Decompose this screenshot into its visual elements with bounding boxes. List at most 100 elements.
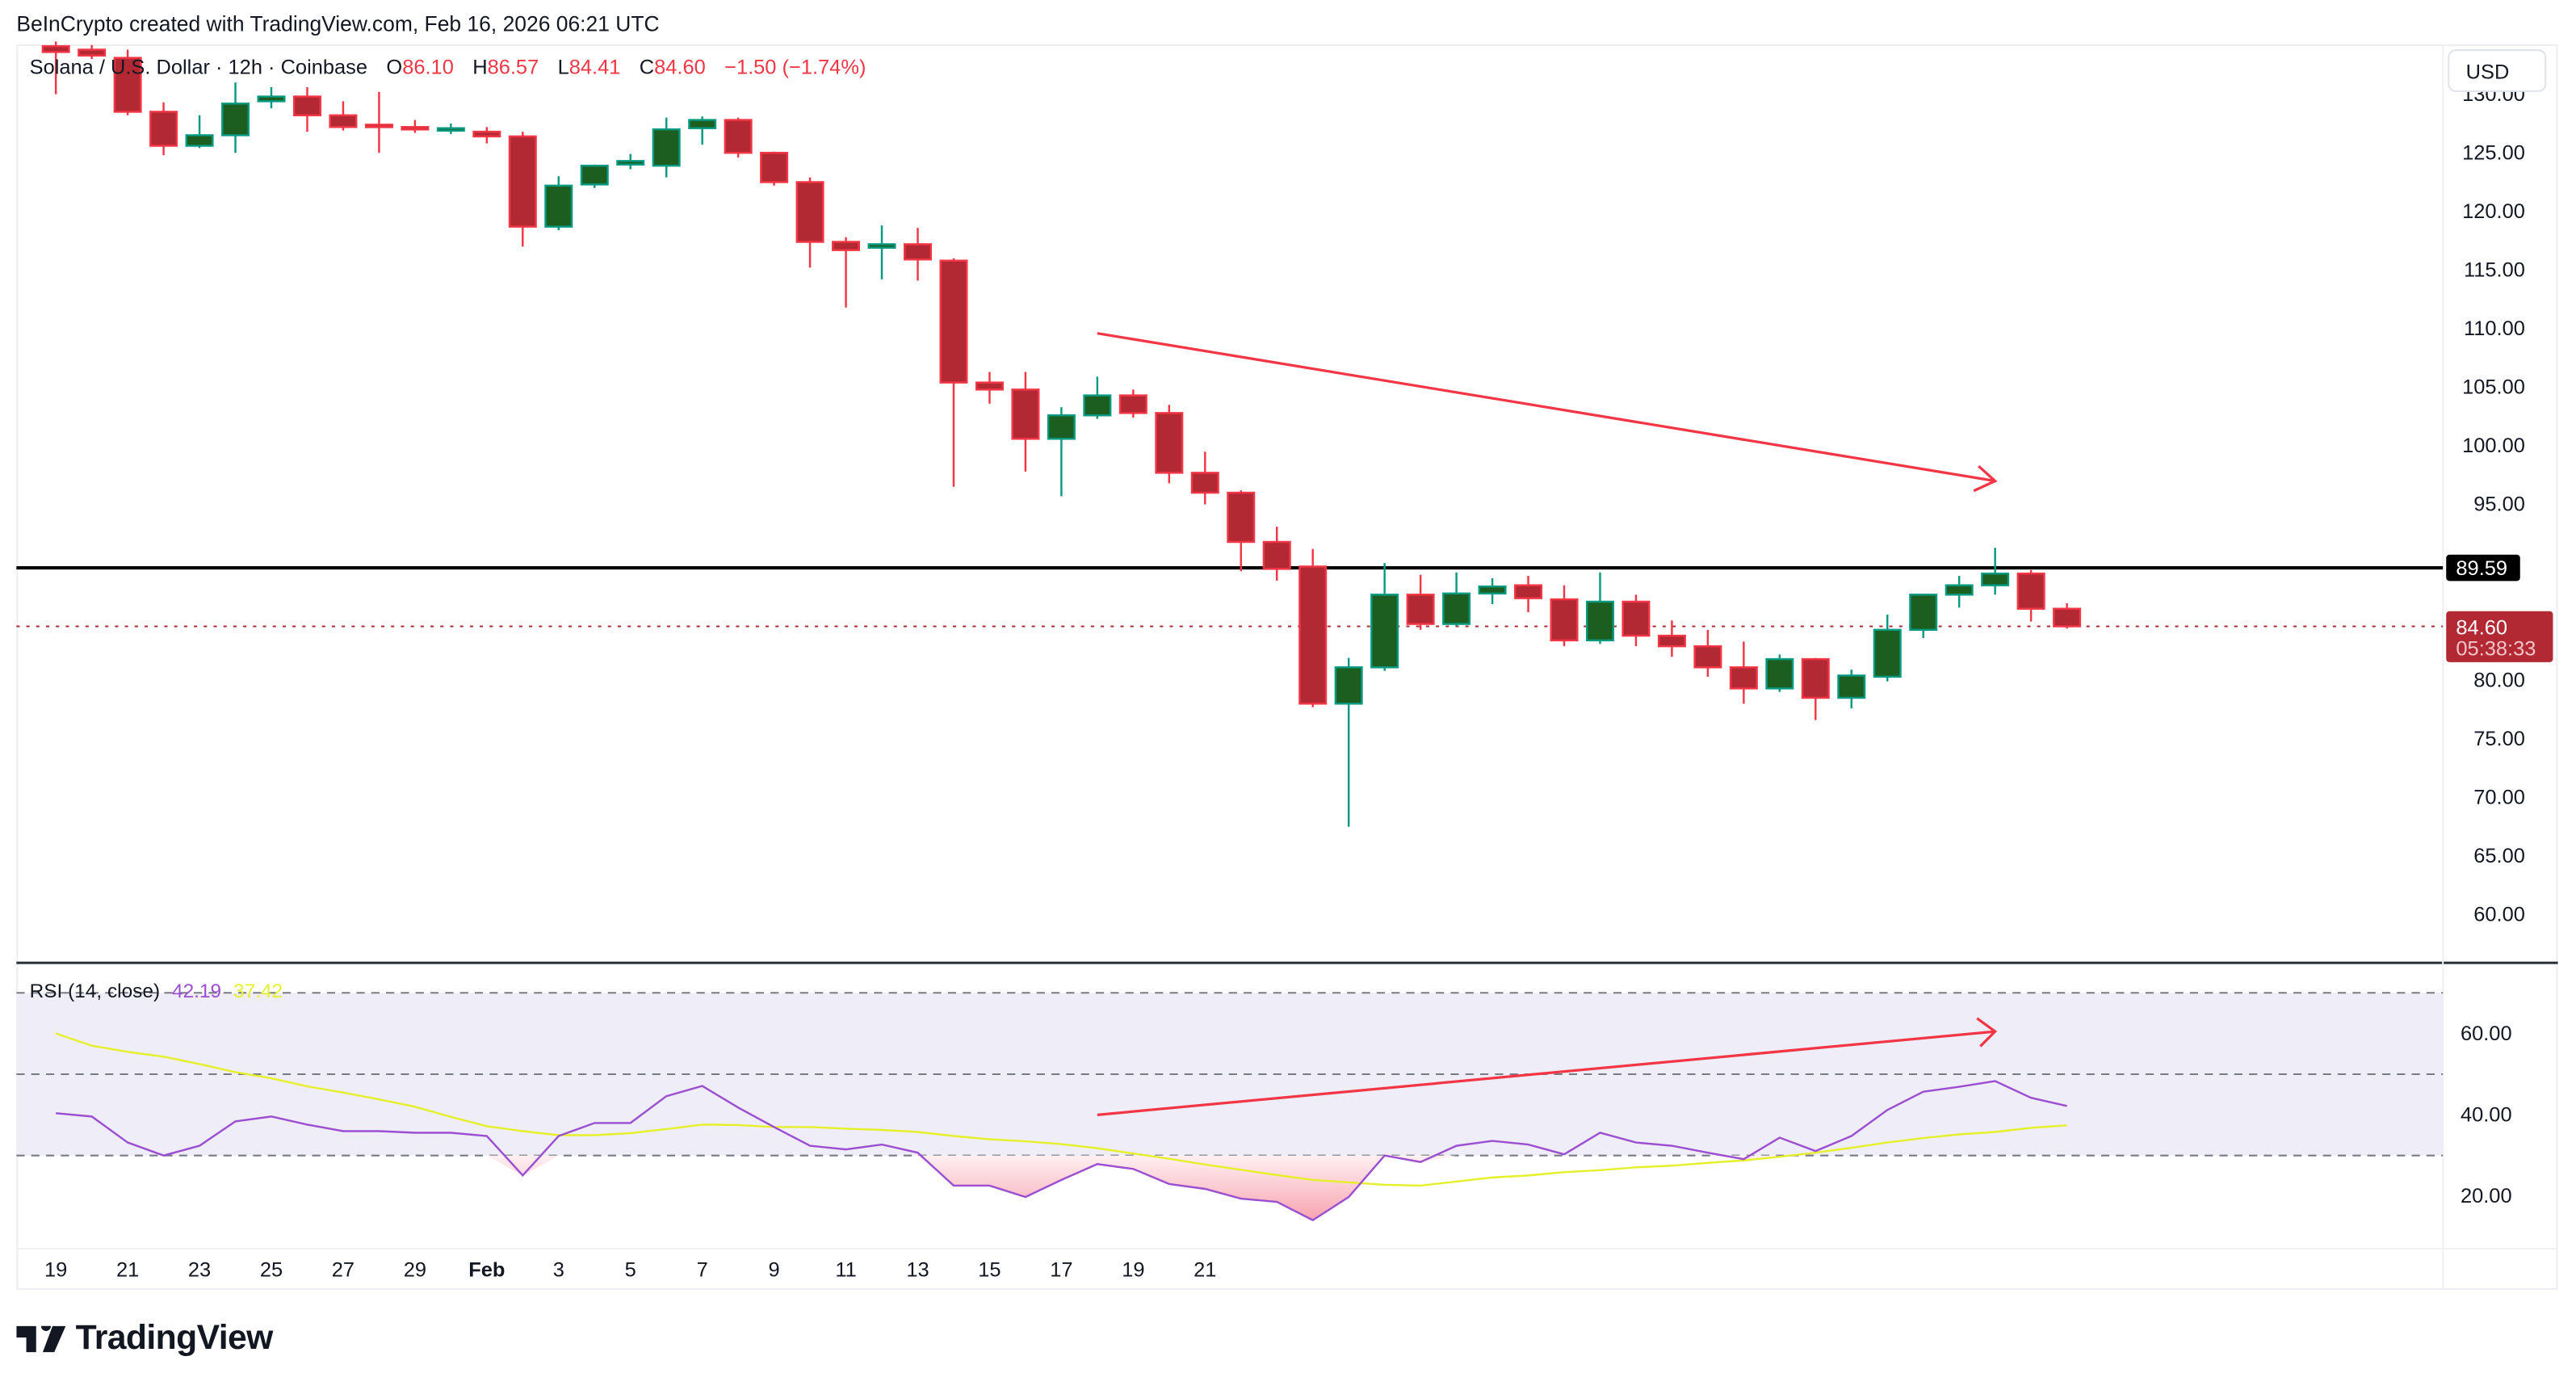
bearish-candle	[366, 92, 392, 153]
bullish-candle	[546, 176, 573, 230]
time-tick-label: Feb	[468, 1259, 505, 1282]
candle-body	[869, 244, 896, 247]
time-tick-label: 15	[978, 1259, 1001, 1282]
candle-body	[1623, 602, 1650, 636]
candle-body	[1731, 667, 1757, 688]
price-tick-label: 80.00	[2473, 669, 2525, 691]
candle-body	[617, 161, 644, 164]
price-tick-label: 115.00	[2464, 258, 2525, 281]
bullish-candle	[1946, 576, 1973, 607]
close-label: C	[640, 56, 654, 78]
bearish-candle	[1802, 658, 1829, 720]
candle-body	[941, 261, 967, 383]
candle-body	[1874, 630, 1901, 677]
bearish-candle	[402, 120, 429, 133]
price-tick-label: 105.00	[2462, 376, 2525, 399]
bearish-candle	[1120, 389, 1147, 418]
candle-body	[725, 120, 752, 153]
time-tick-label: 11	[835, 1259, 856, 1282]
last-price-text: 84.60	[2456, 616, 2507, 639]
open-value: 86.10	[402, 56, 454, 78]
high-value: 86.57	[488, 56, 539, 78]
time-tick-label: 29	[404, 1259, 426, 1282]
bearish-candle	[904, 228, 931, 280]
candle-body	[833, 241, 859, 250]
candle-body	[1515, 586, 1542, 598]
bearish-candle	[941, 258, 967, 487]
bearish-candle	[1156, 405, 1183, 483]
candle-body	[1479, 586, 1506, 594]
price-tick-label: 120.00	[2462, 200, 2525, 223]
low-label: L	[558, 56, 569, 78]
bullish-candle	[869, 225, 896, 279]
time-tick-label: 13	[906, 1259, 929, 1282]
bearish-candle	[1013, 372, 1039, 472]
bearish-candle	[761, 152, 787, 186]
rsi-tick-label: 60.00	[2461, 1023, 2512, 1045]
candle-body	[653, 129, 680, 166]
candle-body	[1227, 493, 1254, 542]
candle-body	[904, 244, 931, 259]
rsi-value: 42.19	[172, 980, 221, 1002]
bearish-candle	[150, 103, 177, 155]
bullish-candle	[1336, 658, 1362, 827]
time-tick-label: 27	[332, 1259, 355, 1282]
candle-body	[1085, 396, 1111, 416]
symbol-legend: Solana / U.S. Dollar · 12h · Coinbase O8…	[30, 56, 879, 78]
bullish-candle	[187, 115, 213, 149]
time-tick-label: 17	[1050, 1259, 1072, 1282]
time-tick-label: 9	[769, 1259, 780, 1282]
bearish-candle	[1695, 630, 1722, 677]
candle-body	[1767, 659, 1794, 688]
change-value: −1.50 (−1.74%)	[724, 56, 866, 78]
bearish-candle	[1227, 490, 1254, 571]
candle-body	[581, 166, 608, 184]
candle-body	[150, 111, 177, 145]
time-tick-label: 21	[116, 1259, 139, 1282]
high-label: H	[472, 56, 487, 78]
candle-body	[187, 135, 213, 145]
rsi-tick-label: 20.00	[2461, 1185, 2512, 1207]
candle-body	[294, 97, 321, 115]
bullish-candle	[1479, 578, 1506, 604]
candle-body	[689, 120, 715, 128]
level-price-text: 89.59	[2456, 557, 2507, 580]
rsi-tick-label: 40.00	[2461, 1103, 2512, 1126]
candle-body	[438, 128, 464, 131]
candle-body	[797, 182, 824, 241]
bullish-candle	[581, 165, 608, 188]
time-tick-label: 19	[1122, 1259, 1144, 1282]
time-tick-label: 25	[260, 1259, 283, 1282]
candle-body	[330, 115, 357, 128]
candle-body	[1192, 472, 1219, 493]
candle-body	[222, 103, 249, 135]
bullish-candle	[438, 124, 464, 134]
price-trendline	[1097, 334, 1995, 481]
candle-body	[1048, 415, 1075, 439]
candle-body	[1264, 542, 1290, 569]
candle-body	[1336, 667, 1362, 703]
bullish-candle	[1982, 548, 2008, 594]
price-tick-label: 65.00	[2473, 845, 2525, 867]
bearish-candle	[1623, 594, 1650, 646]
bearish-candle	[797, 178, 824, 268]
candle-body	[761, 153, 787, 182]
price-tick-label: 110.00	[2464, 317, 2525, 340]
rsi-label[interactable]: RSI (14, close)	[30, 980, 160, 1002]
bullish-candle	[1910, 594, 1936, 638]
symbol-name[interactable]: Solana / U.S. Dollar · 12h · Coinbase	[30, 56, 367, 78]
candle-body	[1120, 396, 1147, 414]
bullish-candle	[258, 87, 285, 108]
bullish-candle	[653, 118, 680, 178]
bearish-candle	[510, 132, 536, 246]
candle-body	[1910, 594, 1936, 630]
time-tick-label: 3	[553, 1259, 564, 1282]
tradingview-logo[interactable]: TradingView	[16, 1320, 272, 1359]
candle-body	[78, 49, 105, 55]
candle-body	[1371, 594, 1398, 667]
currency-button[interactable]: USD	[2448, 49, 2546, 92]
bearish-candle	[1551, 586, 1578, 646]
candle-body	[2054, 609, 2080, 627]
